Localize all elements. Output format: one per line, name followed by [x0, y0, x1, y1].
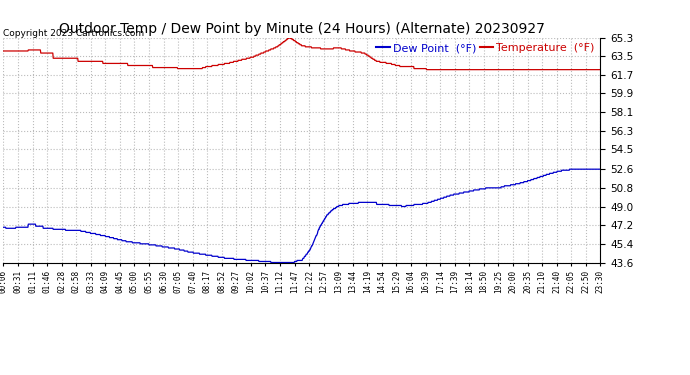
- Title: Outdoor Temp / Dew Point by Minute (24 Hours) (Alternate) 20230927: Outdoor Temp / Dew Point by Minute (24 H…: [59, 22, 545, 36]
- Legend: Dew Point  (°F), Temperature  (°F): Dew Point (°F), Temperature (°F): [376, 43, 595, 53]
- Text: Copyright 2023 Cartronics.com: Copyright 2023 Cartronics.com: [3, 28, 145, 38]
